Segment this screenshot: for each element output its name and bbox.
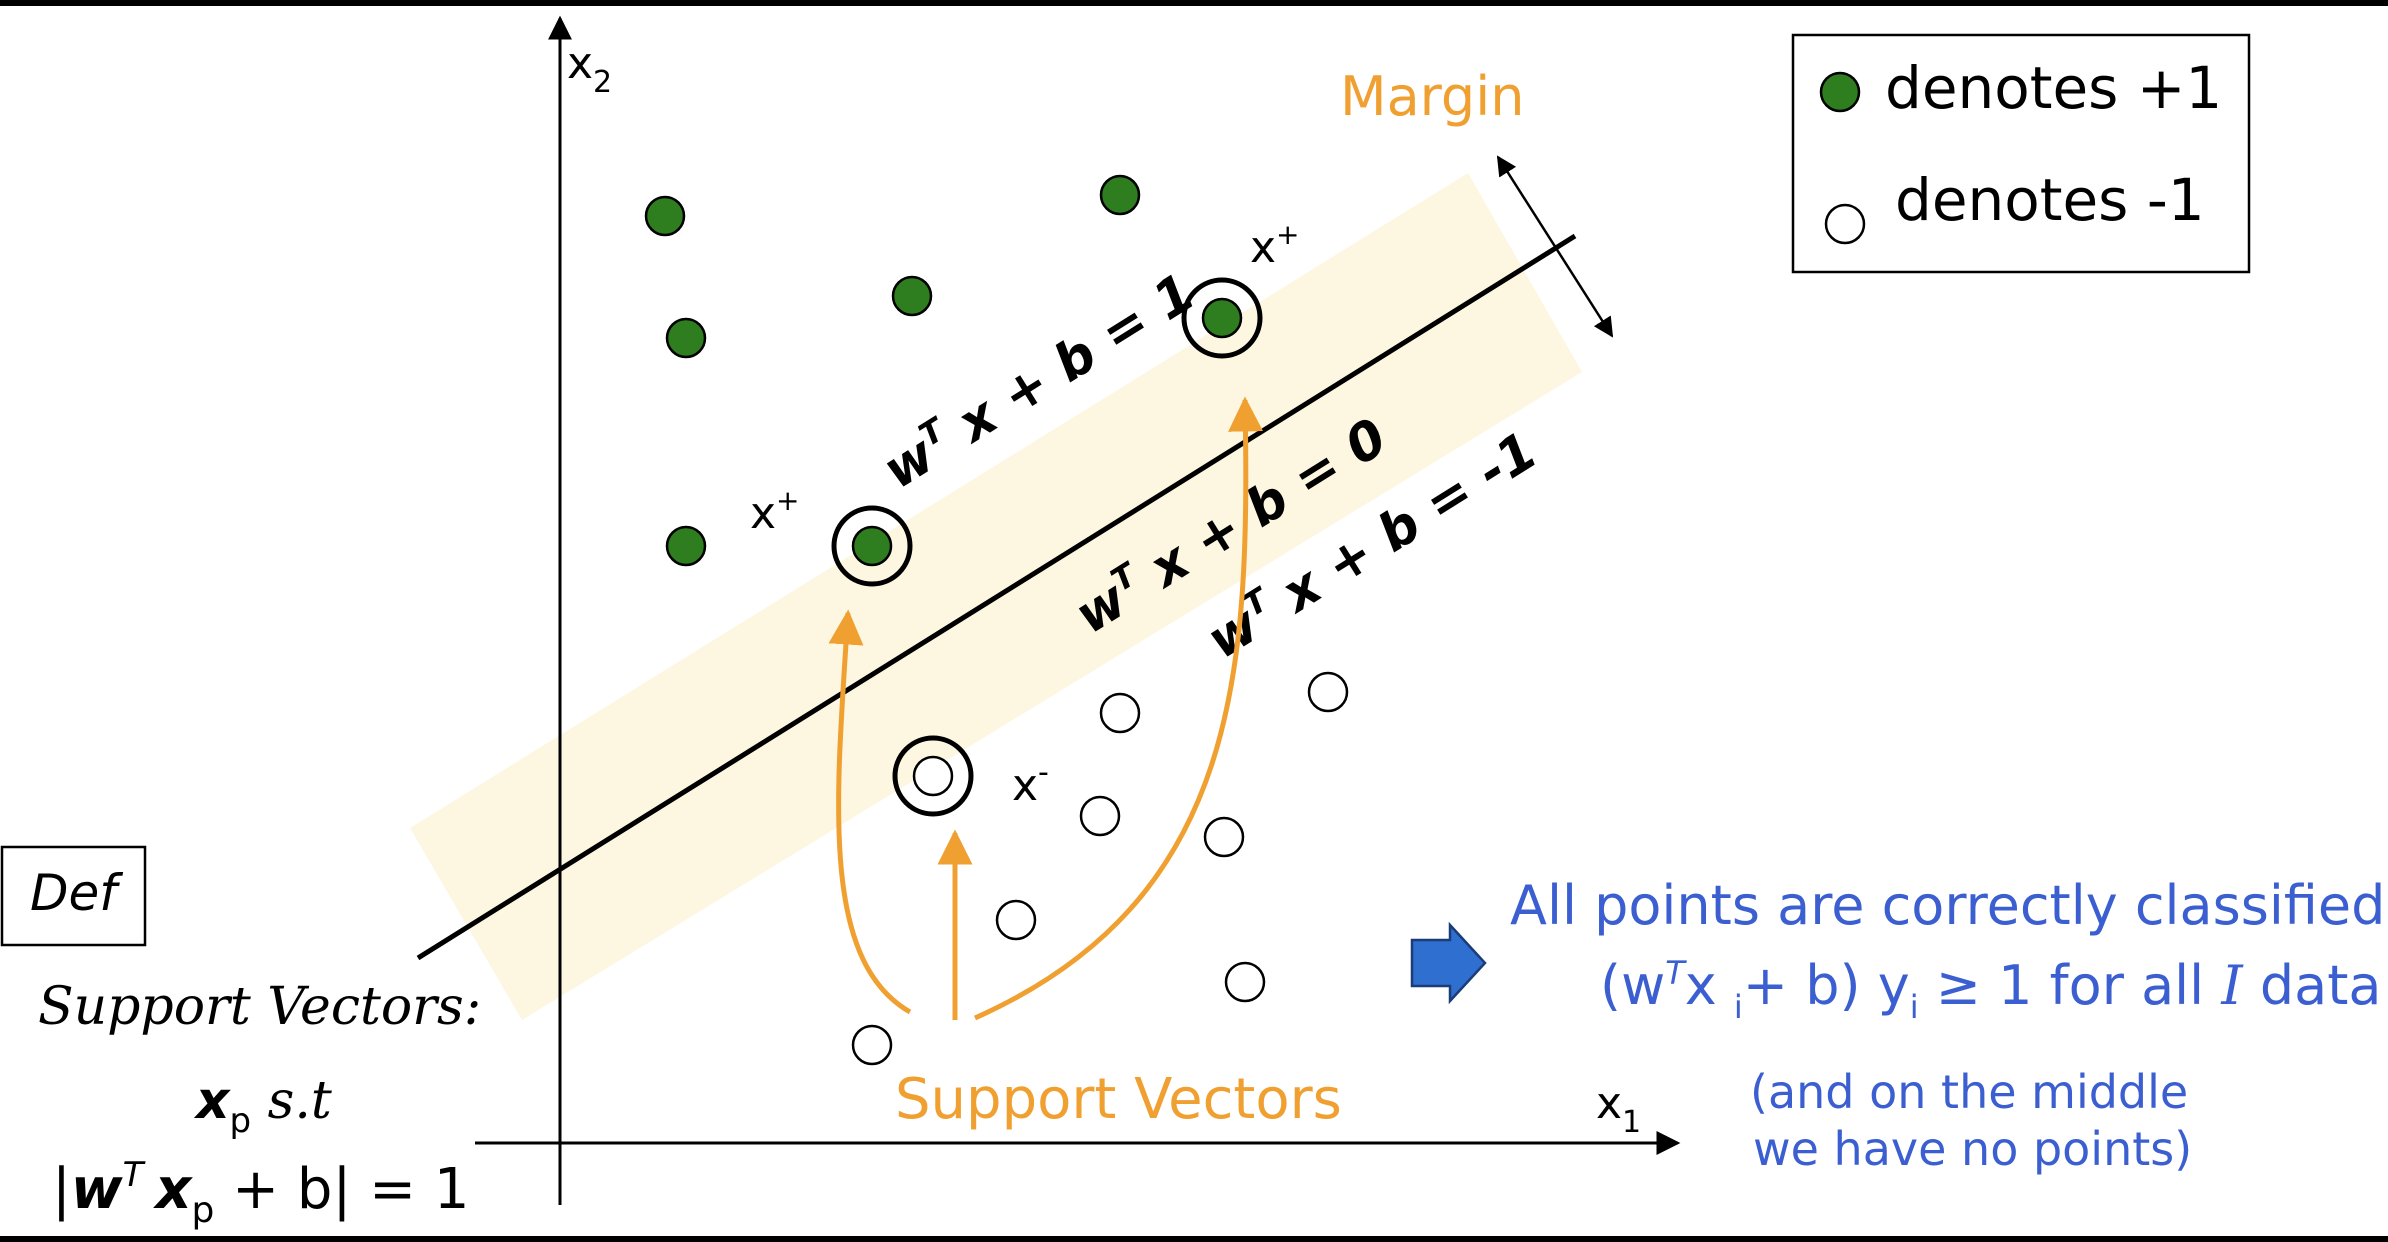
conclusion-line2: (wTx i+ b) yi ≥ 1 for all I data	[1600, 954, 2382, 1026]
negative-point	[1079, 795, 1121, 837]
positive-point	[665, 525, 707, 567]
positive-point	[891, 275, 933, 317]
top-border	[0, 0, 2388, 6]
negative-point	[1224, 961, 1266, 1003]
legend-positive-label: denotes +1	[1885, 54, 2222, 122]
conclusion-line1: All points are correctly classified	[1510, 874, 2385, 937]
support-vector-ring	[892, 735, 974, 817]
conclusion-note-line2: we have no points)	[1753, 1122, 2192, 1176]
positive-point	[1099, 174, 1141, 216]
support-vector-arrow-right	[973, 396, 1264, 1021]
x-axis-label: x1	[1596, 1078, 1641, 1140]
negative-support-vector	[912, 755, 954, 797]
positive-point	[665, 317, 707, 359]
legend-negative-label: denotes -1	[1895, 166, 2205, 234]
margin-label: Margin	[1340, 65, 1524, 128]
negative-point	[1307, 671, 1349, 713]
def-title: Support Vectors:	[38, 977, 481, 1037]
x-plus-label-right: x+	[1250, 218, 1300, 273]
def-condition-line2: |wT xp + b| = 1	[52, 1155, 469, 1231]
legend-negative-marker	[1824, 203, 1866, 245]
bottom-border	[0, 1236, 2388, 1242]
legend-positive-marker	[1819, 71, 1861, 113]
support-vector-ring	[831, 505, 913, 587]
decision-boundary	[416, 233, 1577, 961]
negative-point	[1099, 692, 1141, 734]
y-axis-label: x2	[567, 38, 612, 100]
x-minus-label: x-	[1012, 755, 1049, 811]
positive-point	[644, 195, 686, 237]
def-condition-line1: xp s.t	[193, 1071, 332, 1141]
negative-point	[1203, 816, 1245, 858]
support-vector-arrow-left	[828, 609, 912, 1015]
negative-point	[851, 1024, 893, 1066]
positive-support-vector	[851, 525, 893, 567]
legend: denotes +1 denotes -1	[1791, 33, 2251, 274]
margin-width-arrow	[1496, 155, 1614, 338]
conclusion-arrow	[1410, 921, 1487, 1005]
negative-point	[995, 899, 1037, 941]
x-plus-label-left: x+	[750, 484, 800, 539]
support-vectors-caption: Support Vectors	[895, 1067, 1342, 1132]
support-vector-ring	[1181, 277, 1263, 359]
negative-points	[851, 671, 1349, 1066]
conclusion-note-line1: (and on the middle	[1750, 1065, 2188, 1119]
def-label: Def	[30, 864, 123, 922]
positive-points	[644, 174, 1263, 587]
def-box	[0, 845, 147, 947]
legend-box	[1791, 33, 2251, 274]
positive-support-vector	[1201, 297, 1243, 339]
